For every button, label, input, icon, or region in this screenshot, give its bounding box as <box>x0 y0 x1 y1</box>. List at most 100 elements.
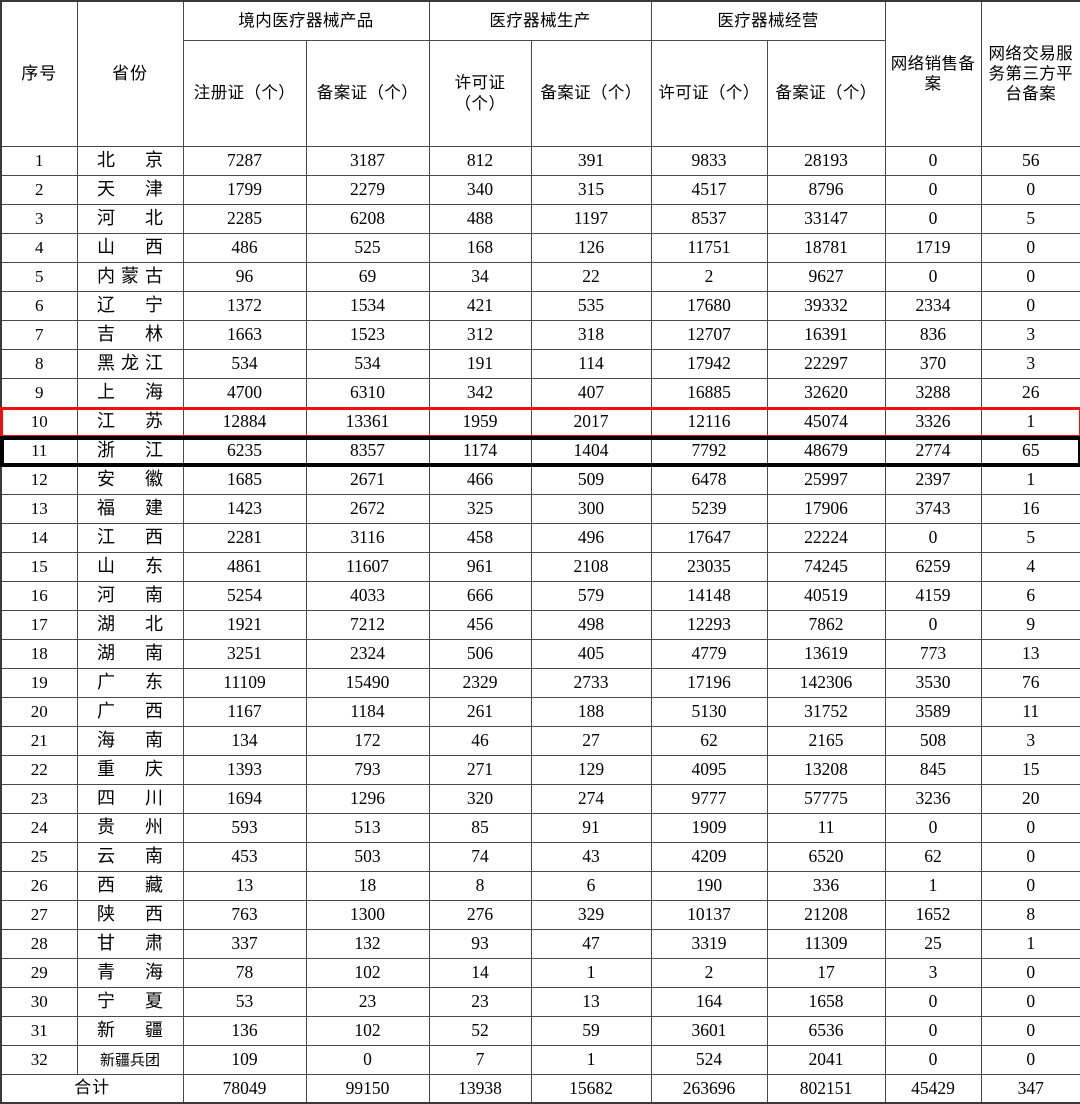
data-cell: 62 <box>650 726 768 756</box>
data-cell: 13 <box>530 987 652 1017</box>
data-cell: 1393 <box>182 755 307 785</box>
data-cell: 56 <box>980 146 1080 176</box>
total-row-label: 合计 <box>0 1074 184 1104</box>
data-cell: 0 <box>980 262 1080 292</box>
header-province: 省份 <box>76 0 184 147</box>
data-cell: 65 <box>980 436 1080 466</box>
data-cell: 466 <box>428 465 532 495</box>
data-cell: 2329 <box>428 668 532 698</box>
province-cell: 天津 <box>76 175 184 205</box>
province-cell: 北京 <box>76 146 184 176</box>
data-cell: 33147 <box>766 204 886 234</box>
data-cell: 16885 <box>650 378 768 408</box>
province-name: 陕西 <box>97 904 163 925</box>
data-cell: 1 <box>530 1045 652 1075</box>
province-cell: 福建 <box>76 494 184 524</box>
data-cell: 28193 <box>766 146 886 176</box>
total-row: 合计 78049 99150 13938 15682 263696 802151 45429… <box>0 1074 1080 1104</box>
data-cell: 3 <box>980 349 1080 379</box>
data-cell: 4779 <box>650 639 768 669</box>
header-row-subs: 注册证（个） 备案证（个） 许可证（个） 备案证（个） 许可证（个） 备案证（个… <box>1 40 1080 147</box>
data-cell: 102 <box>305 958 430 988</box>
data-cell: 1 <box>980 929 1080 959</box>
province-name: 河南 <box>97 585 163 606</box>
data-cell: 1719 <box>884 233 982 263</box>
data-cell: 2 <box>650 262 768 292</box>
data-cell: 2733 <box>530 668 652 698</box>
data-cell: 4861 <box>182 552 307 582</box>
data-cell: 43 <box>530 842 652 872</box>
data-cell: 0 <box>884 813 982 843</box>
data-cell: 16391 <box>766 320 886 350</box>
header-standalone-label: 网络交易服务第三方平台备案 <box>988 44 1074 104</box>
province-cell: 广东 <box>76 668 184 698</box>
data-cell: 0 <box>980 958 1080 988</box>
data-cell: 0 <box>884 987 982 1017</box>
data-cell: 763 <box>182 900 307 930</box>
header-sub-domestic-registration: 注册证（个） <box>182 40 307 147</box>
row-index-cell: 18 <box>0 639 78 669</box>
province-cell: 河南 <box>76 581 184 611</box>
data-cell: 0 <box>884 204 982 234</box>
data-cell: 6259 <box>884 552 982 582</box>
data-cell: 7792 <box>650 436 768 466</box>
data-cell: 534 <box>305 349 430 379</box>
row-index-cell: 16 <box>0 581 78 611</box>
data-cell: 2672 <box>305 494 430 524</box>
data-cell: 1423 <box>182 494 307 524</box>
data-cell: 39332 <box>766 291 886 321</box>
data-cell: 325 <box>428 494 532 524</box>
data-cell: 2017 <box>530 407 652 437</box>
data-cell: 1663 <box>182 320 307 350</box>
data-cell: 812 <box>428 146 532 176</box>
data-cell: 4095 <box>650 755 768 785</box>
data-cell: 18 <box>305 871 430 901</box>
data-cell: 0 <box>884 523 982 553</box>
data-cell: 845 <box>884 755 982 785</box>
province-cell: 内蒙古 <box>76 262 184 292</box>
table-row: 11 浙江 6235 8357 1174 1404 7792 48679 2774 65 <box>0 436 1080 466</box>
province-cell: 上海 <box>76 378 184 408</box>
data-cell: 506 <box>428 639 532 669</box>
data-cell: 21208 <box>766 900 886 930</box>
data-cell: 191 <box>428 349 532 379</box>
data-cell: 9777 <box>650 784 768 814</box>
province-name: 重庆 <box>97 759 163 780</box>
table-row: 30 宁夏 53 23 23 13 164 1658 0 0 <box>0 987 1080 1017</box>
table-row: 28 甘肃 337 132 93 47 3319 11309 25 1 <box>0 929 1080 959</box>
header-group-label: 医疗器械经营 <box>717 11 819 30</box>
data-cell: 76 <box>980 668 1080 698</box>
table-row: 10 江苏 12884 13361 1959 2017 12116 45074 3326 1 <box>0 407 1080 437</box>
data-cell: 74 <box>428 842 532 872</box>
province-name: 浙江 <box>97 440 163 461</box>
province-name: 江西 <box>97 527 163 548</box>
data-cell: 525 <box>305 233 430 263</box>
data-cell: 312 <box>428 320 532 350</box>
row-index-cell: 28 <box>0 929 78 959</box>
data-cell: 11 <box>766 813 886 843</box>
data-cell: 3187 <box>305 146 430 176</box>
row-index-cell: 6 <box>0 291 78 321</box>
data-cell: 0 <box>980 842 1080 872</box>
data-cell: 6235 <box>182 436 307 466</box>
data-cell: 276 <box>428 900 532 930</box>
province-cell: 海南 <box>76 726 184 756</box>
data-cell: 11607 <box>305 552 430 582</box>
province-name: 青海 <box>97 962 163 983</box>
data-cell: 74245 <box>766 552 886 582</box>
data-cell: 13619 <box>766 639 886 669</box>
data-cell: 11109 <box>182 668 307 698</box>
data-cell: 513 <box>305 813 430 843</box>
row-index-cell: 23 <box>0 784 78 814</box>
header-sub-label: 注册证（个） <box>193 84 296 103</box>
data-cell: 142306 <box>766 668 886 698</box>
data-cell: 4517 <box>650 175 768 205</box>
header-sub-manufacturing-license: 许可证（个） <box>428 40 532 147</box>
province-name: 河北 <box>97 208 163 229</box>
data-cell: 69 <box>305 262 430 292</box>
province-name: 四川 <box>97 788 163 809</box>
table-row: 18 湖南 3251 2324 506 405 4779 13619 773 13 <box>0 639 1080 669</box>
header-group-domestic-products: 境内医疗器械产品 <box>182 0 430 41</box>
data-cell: 48679 <box>766 436 886 466</box>
data-cell: 2397 <box>884 465 982 495</box>
